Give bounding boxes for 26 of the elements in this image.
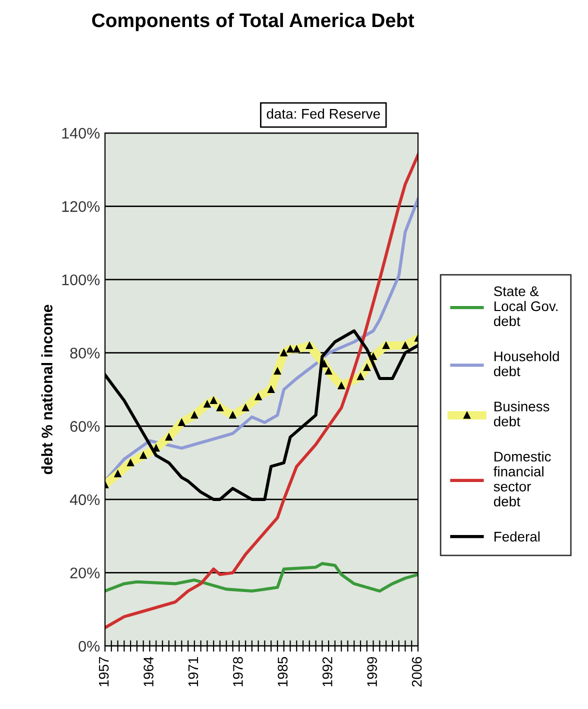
legend-label: Domestic financial sector debt — [494, 451, 551, 506]
x-tick-label: 1985 — [278, 656, 288, 686]
line-series — [105, 153, 418, 630]
y-tick-label: 60% — [70, 421, 100, 432]
y-tick-label: 0% — [78, 640, 100, 652]
chart-title: Components of Total America Debt — [92, 12, 414, 32]
y-tick-label: 100% — [62, 274, 100, 286]
x-tick-label: 1957 — [98, 657, 109, 686]
x-tick-label: 1992 — [322, 657, 332, 686]
y-axis-title: debt % national income — [41, 304, 52, 474]
y-tick-label: 120% — [62, 201, 100, 212]
x-tick-label: 1971 — [188, 657, 198, 686]
y-tick-label: 140% — [62, 128, 100, 139]
y-tick-label: 80% — [70, 348, 100, 359]
legend-label: Household debt — [494, 351, 559, 376]
legend-label: Federal — [494, 531, 540, 542]
y-tick-label: 20% — [70, 568, 100, 578]
y-tick-label: 40% — [70, 494, 100, 506]
chart-subtitle: data: Fed Reserve — [266, 108, 380, 119]
x-tick-label: 1964 — [144, 656, 154, 686]
line-series — [105, 562, 418, 593]
legend-label: State & Local Gov. debt — [494, 286, 558, 326]
x-tick-label: 2006 — [412, 657, 422, 687]
x-tick-label: 1999 — [367, 657, 378, 686]
legend-label: Business debt — [494, 401, 550, 426]
x-tick-label: 1978 — [233, 657, 243, 686]
